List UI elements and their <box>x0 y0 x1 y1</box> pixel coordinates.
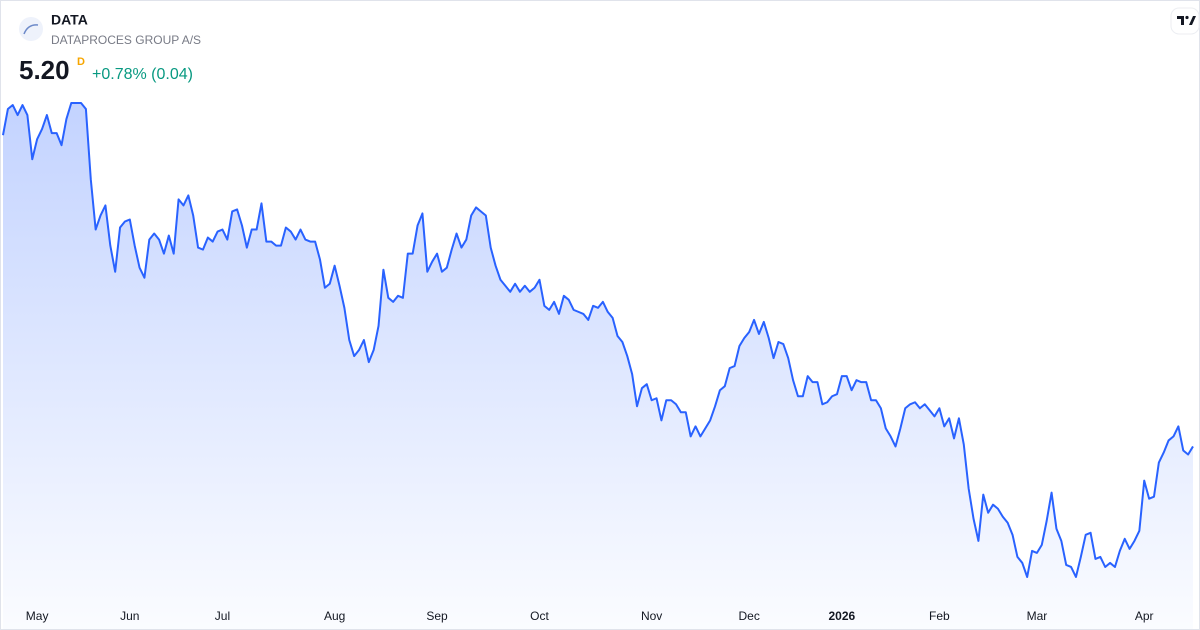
x-tick-label: Feb <box>929 609 950 623</box>
plot <box>2 102 1194 629</box>
tv-logo[interactable] <box>1170 7 1200 35</box>
price-line <box>2 102 1194 578</box>
tv-logo-bg[interactable] <box>1170 7 1200 35</box>
x-tick-label: Aug <box>324 609 345 623</box>
symbol-logo-mark <box>23 24 39 35</box>
tv-logo-dot[interactable] <box>1185 15 1189 20</box>
x-tick-label: Jul <box>215 609 230 623</box>
price-change: +0.78% (0.04) <box>92 66 193 83</box>
company-name: DATAPROCES GROUP A/S <box>51 33 201 47</box>
x-tick-label: May <box>26 609 49 623</box>
symbol: DATA <box>51 12 88 28</box>
x-tick-label: Mar <box>1027 609 1048 623</box>
last-price: 5.20 <box>19 55 70 85</box>
tv-logo-mark[interactable] <box>1177 16 1196 25</box>
x-tick-label: Sep <box>426 609 448 623</box>
x-tick-label: Nov <box>641 609 662 623</box>
symbol-logo <box>19 17 43 41</box>
x-tick-label: Dec <box>739 609 760 623</box>
x-tick-label: Apr <box>1135 609 1154 623</box>
x-tick-label: Jun <box>120 609 139 623</box>
x-tick-label: Oct <box>530 609 549 623</box>
area-fill <box>3 103 1193 629</box>
interval: D <box>77 56 85 68</box>
x-tick-label: 2026 <box>829 609 856 623</box>
